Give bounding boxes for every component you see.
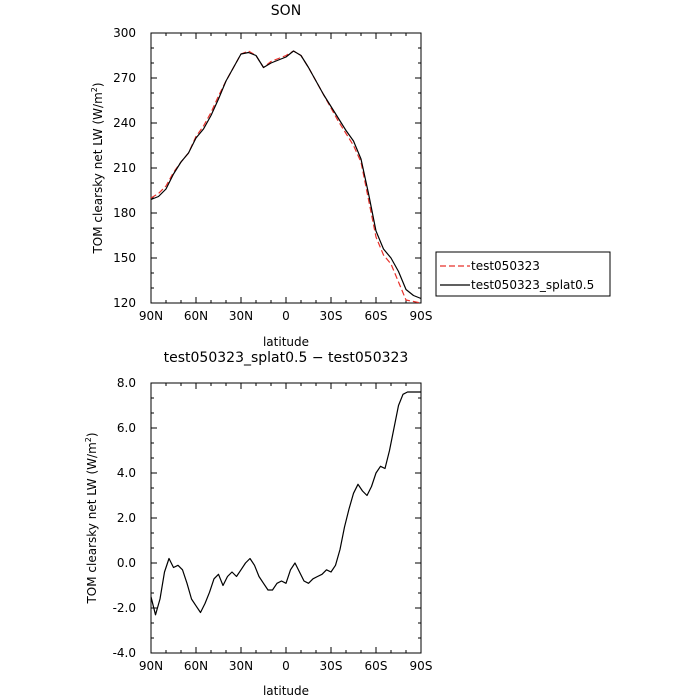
top-x-tick-label: 90N: [139, 309, 163, 323]
bottom-series: [150, 391, 421, 616]
top-x-axis-label: latitude: [263, 335, 309, 349]
bottom-x-tick-label: 30N: [229, 659, 253, 673]
top-y-tick-label: 270: [113, 71, 136, 85]
bottom-y-tick-label: 0.0: [117, 556, 136, 570]
top-y-axis-label: TOM clearsky net LW (W/m2): [90, 82, 105, 254]
top-x-tick-label: 0: [282, 309, 290, 323]
bottom-x-tick-label: 90S: [410, 659, 433, 673]
top-panel: SON 90N 60N 30N 0 30S 60S 90S 120 150 180 210 240 27…: [90, 3, 432, 349]
bottom-y-tick-label: 4.0: [117, 466, 136, 480]
bottom-ticks: 90N 60N 30N 0 30S 60S 90S -4.0 -2.0 0.0 2.0 4.0 6.0 8…: [113, 376, 433, 673]
bottom-y-axis-label-main: TOM clearsky net LW (W/m: [85, 442, 99, 604]
bottom-series-line-0: [150, 391, 421, 616]
top-chart-title: SON: [271, 3, 301, 19]
bottom-x-tick-label: 90N: [139, 659, 163, 673]
top-y-tick-label: 240: [113, 116, 136, 130]
top-x-tick-label: 90S: [410, 309, 433, 323]
bottom-y-axis-label: TOM clearsky net LW (W/m2): [84, 432, 99, 604]
top-ticks: 90N 60N 30N 0 30S 60S 90S 120 150 180 210 240 270 300: [113, 26, 432, 323]
legend-label-splat: test050323_splat0.5: [471, 278, 594, 292]
top-y-axis-label-main: TOM clearsky net LW (W/m: [91, 92, 105, 254]
top-y-tick-label: 180: [113, 206, 136, 220]
top-y-tick-label: 300: [113, 26, 136, 40]
top-y-tick-label: 150: [113, 251, 136, 265]
top-y-tick-label: 120: [113, 296, 136, 310]
bottom-x-axis-label: latitude: [263, 684, 309, 698]
bottom-y-tick-label: -4.0: [113, 646, 136, 660]
top-x-tick-label: 30S: [320, 309, 343, 323]
bottom-y-axis-label-close: ): [85, 432, 99, 437]
bottom-panel: test050323_splat0.5 − test050323 90N 60N 3…: [84, 350, 432, 698]
legend-label-test050323: test050323: [471, 259, 540, 273]
top-series: [150, 50, 422, 304]
bottom-y-tick-label: 6.0: [117, 421, 136, 435]
bottom-x-tick-label: 0: [282, 659, 290, 673]
bottom-plot-frame: [150, 382, 422, 654]
bottom-y-tick-label: -2.0: [113, 601, 136, 615]
top-y-axis-label-sup: 2: [90, 87, 99, 92]
top-x-tick-label: 60S: [365, 309, 388, 323]
top-series-line-1: [150, 50, 422, 300]
legend: test050323 test050323_splat0.5: [435, 251, 611, 297]
top-x-tick-label: 60N: [184, 309, 208, 323]
top-y-axis-label-close: ): [91, 82, 105, 87]
bottom-x-tick-label: 60S: [365, 659, 388, 673]
bottom-x-tick-label: 30S: [320, 659, 343, 673]
top-y-tick-label: 210: [113, 161, 136, 175]
bottom-y-axis-label-sup: 2: [84, 437, 93, 442]
bottom-y-tick-label: 8.0: [117, 376, 136, 390]
top-x-tick-label: 30N: [229, 309, 253, 323]
bottom-x-tick-label: 60N: [184, 659, 208, 673]
legend-box: [435, 251, 611, 297]
bottom-chart-title: test050323_splat0.5 − test050323: [164, 350, 409, 366]
top-plot-frame: [150, 32, 422, 304]
top-series-line-0: [150, 50, 422, 304]
bottom-y-tick-label: 2.0: [117, 511, 136, 525]
